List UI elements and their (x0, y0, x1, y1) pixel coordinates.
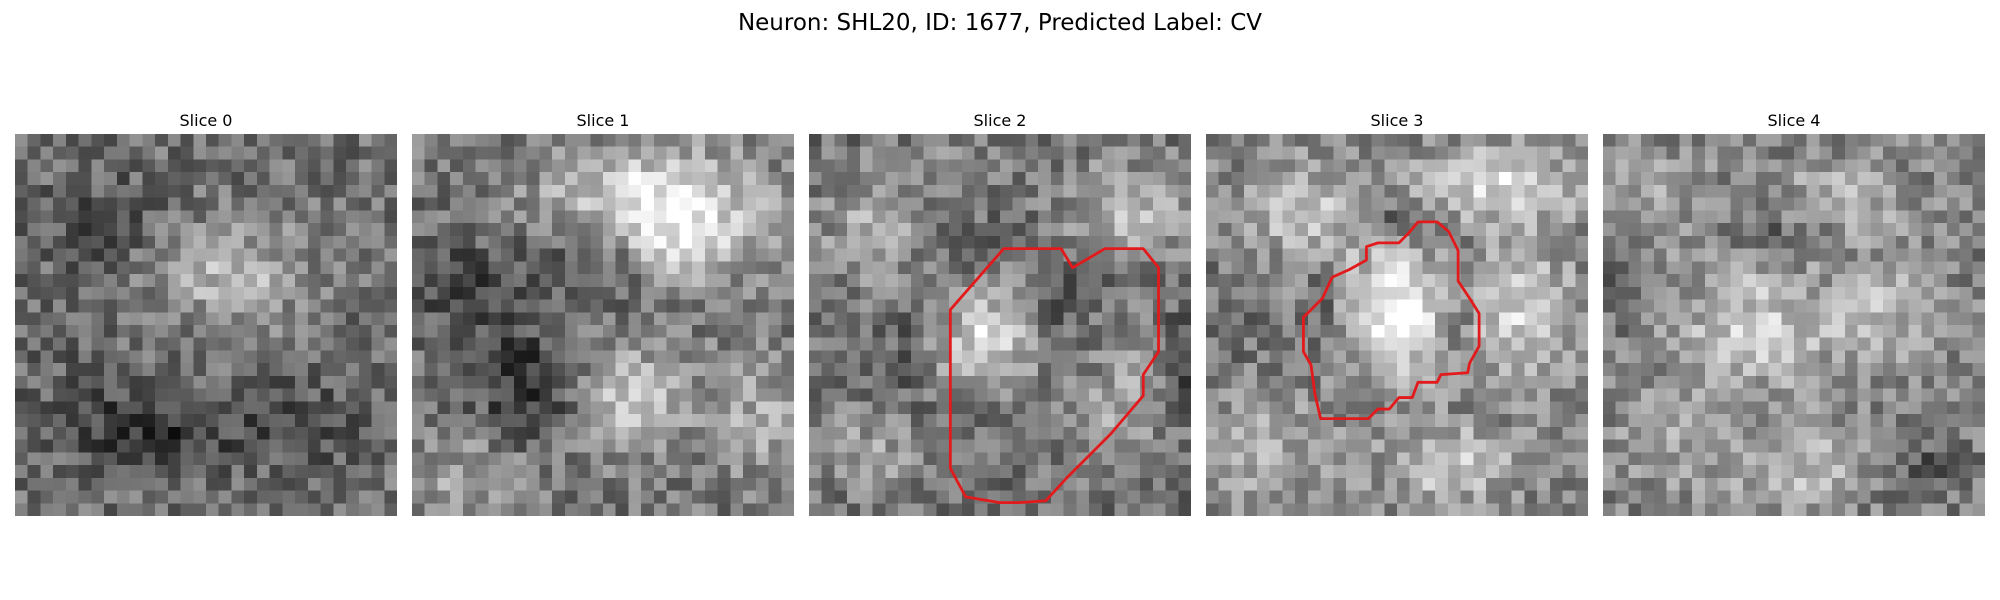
slice-image-2 (809, 134, 1191, 516)
slice-title-0: Slice 0 (179, 111, 233, 130)
slice-title-2: Slice 2 (973, 111, 1027, 130)
slice-image-4 (1603, 134, 1985, 516)
slice-title-1: Slice 1 (576, 111, 630, 130)
slice-image-1 (412, 134, 794, 516)
slice-panel-4: Slice 4 (1603, 108, 1985, 516)
slice-image-3 (1206, 134, 1588, 516)
slice-panel-3: Slice 3 (1206, 108, 1588, 516)
slice-panel-2: Slice 2 (809, 108, 1191, 516)
slice-panel-1: Slice 1 (412, 108, 794, 516)
segmentation-outline-3 (1302, 220, 1481, 420)
segmentation-outline-2 (948, 247, 1160, 505)
slice-image-0 (15, 134, 397, 516)
slice-title-4: Slice 4 (1767, 111, 1821, 130)
slice-panel-0: Slice 0 (15, 108, 397, 516)
slice-title-3: Slice 3 (1370, 111, 1424, 130)
figure-title: Neuron: SHL20, ID: 1677, Predicted Label… (737, 10, 1263, 36)
